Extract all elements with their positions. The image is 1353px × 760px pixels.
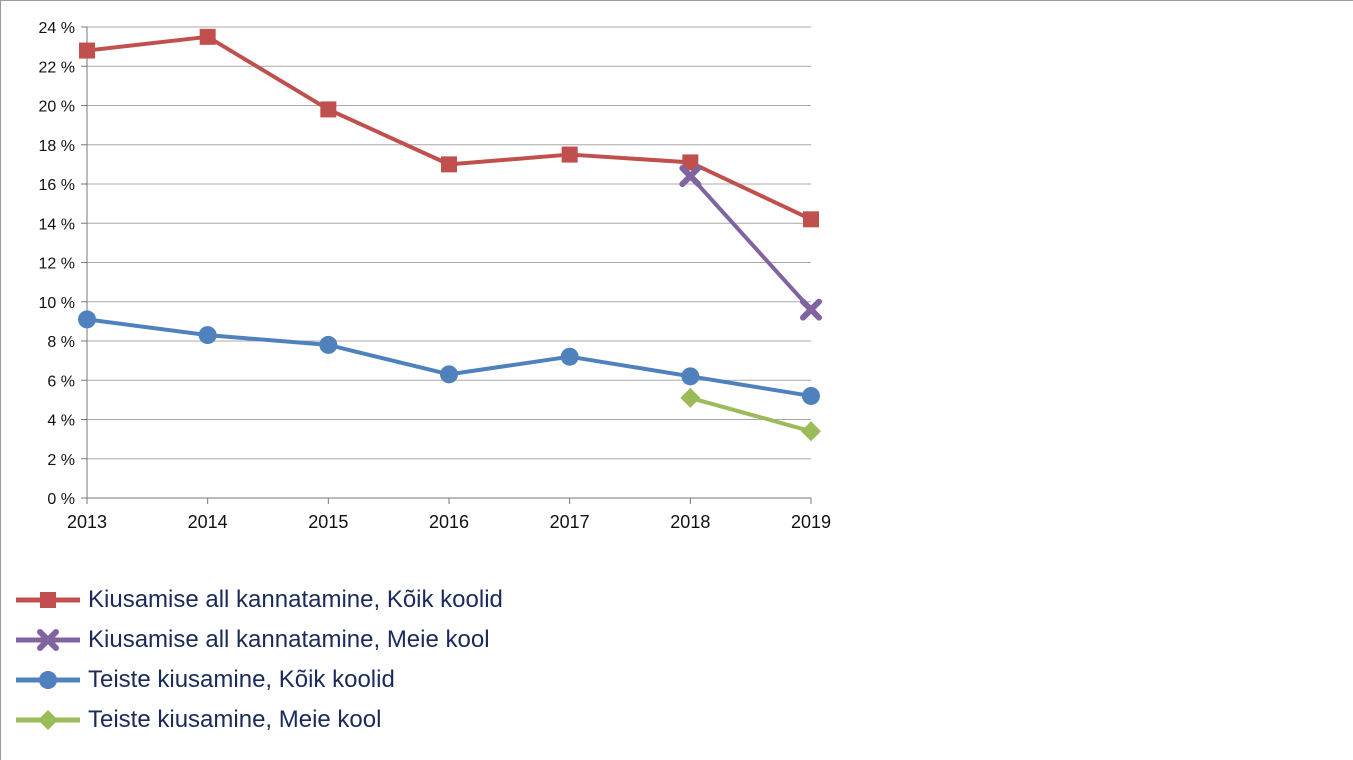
legend-swatch (16, 629, 80, 651)
y-tick-label: 4 % (47, 413, 75, 430)
y-tick-label: 22 % (39, 59, 75, 76)
y-tick-label: 12 % (39, 256, 75, 273)
data-point (79, 42, 95, 59)
y-tick-label: 0 % (47, 491, 75, 508)
data-point (441, 156, 457, 173)
y-tick-label: 14 % (39, 216, 75, 233)
legend-swatch (16, 710, 80, 730)
data-point (560, 347, 579, 366)
legend-label: Kiusamise all kannatamine, Kõik koolid (88, 586, 503, 613)
y-tick-label: 2 % (47, 452, 75, 469)
data-point (561, 146, 578, 163)
legend-marker (37, 629, 59, 651)
y-tick-label: 20 % (39, 99, 75, 116)
data-point (198, 326, 217, 345)
gridlines (81, 26, 812, 504)
data-point (199, 28, 216, 45)
data-point (800, 298, 822, 321)
x-marker-stroke (679, 165, 702, 188)
data-point (801, 421, 821, 442)
data-point (680, 387, 701, 408)
legend-marker (40, 592, 56, 608)
x-tick-label: 2014 (188, 512, 228, 532)
legend-item-0: Kiusamise all kannatamine, Kõik koolid (14, 580, 503, 620)
x-tick-label: 2018 (670, 512, 710, 532)
legend-swatch (16, 592, 80, 608)
legend-label: Teiste kiusamine, Meie kool (88, 706, 382, 733)
x-marker-stroke (800, 298, 822, 321)
data-point (78, 310, 96, 329)
y-tick-label: 24 % (39, 20, 75, 37)
data-point (319, 335, 338, 354)
y-tick-label: 18 % (39, 138, 75, 155)
legend-marker (39, 671, 57, 689)
legend-item-2: Teiste kiusamine, Kõik koolid (14, 660, 503, 700)
y-tick-label: 10 % (39, 295, 75, 312)
series-layer (78, 28, 822, 442)
legend-marker (38, 710, 58, 730)
legend-swatch (16, 671, 80, 689)
y-tick-label: 6 % (47, 373, 75, 390)
legend-label: Kiusamise all kannatamine, Meie kool (88, 626, 490, 653)
series-1 (679, 165, 822, 321)
x-tick-label: 2019 (791, 512, 831, 532)
line-chart: 0 % 2 % 4 % 6 % 8 % 10 % 12 % 14 % 16 % 18 % 20 % 2… (39, 20, 831, 532)
series-line-2 (86, 317, 812, 398)
data-point (681, 367, 700, 386)
legend-item-1: Kiusamise all kannatamine, Meie kool (14, 620, 503, 660)
series-3 (680, 387, 821, 442)
data-point (682, 154, 699, 171)
series-0 (79, 28, 819, 228)
legend-label: Teiste kiusamine, Kõik koolid (88, 666, 395, 693)
series-2 (78, 310, 820, 405)
legend-item-3: Teiste kiusamine, Meie kool (14, 700, 503, 740)
x-tick-label: 2017 (550, 512, 590, 532)
x-tick-label: 2013 (67, 512, 107, 532)
data-point (679, 165, 702, 188)
y-tick-label: 8 % (47, 334, 75, 351)
x-tick-label: 2015 (308, 512, 348, 532)
legend: Kiusamise all kannatamine, Kõik koolid Ki… (14, 580, 503, 740)
series-line-1 (688, 174, 813, 311)
y-tick-label: 16 % (39, 177, 75, 194)
x-tick-label: 2016 (429, 512, 469, 532)
data-point (803, 211, 819, 228)
data-point (802, 386, 820, 405)
x-axis-ticks: 2013 2014 2015 2016 2017 2018 2019 (67, 512, 831, 532)
y-axis-ticks: 0 % 2 % 4 % 6 % 8 % 10 % 12 % 14 % 16 % 18 % 20 % 2… (39, 20, 75, 508)
data-point (320, 101, 337, 118)
data-point (440, 365, 458, 384)
x-marker-stroke (37, 629, 59, 651)
series-line-3 (689, 395, 812, 434)
